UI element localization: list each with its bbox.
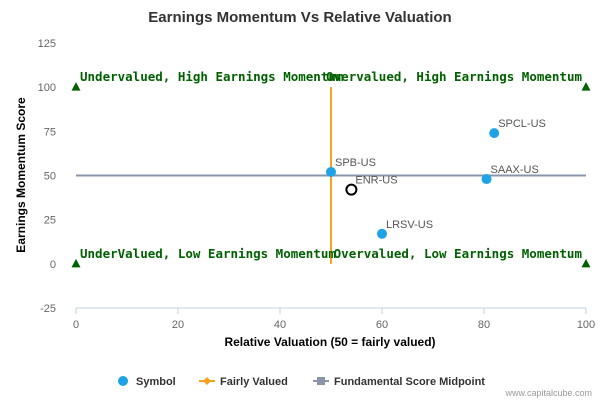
x-tick-label: 40 xyxy=(274,319,286,331)
x-axis-label: Relative Valuation (50 = fairly valued) xyxy=(224,335,435,349)
corner-marker xyxy=(581,258,591,268)
legend-label[interactable]: Symbol xyxy=(136,376,176,388)
y-tick-label: 25 xyxy=(44,215,56,227)
data-point[interactable] xyxy=(377,228,387,239)
data-label: LRSV-US xyxy=(386,219,433,231)
watermark: www.capitalcube.com xyxy=(504,388,592,398)
quadrant-label-top-left: Undervalued, High Earnings Momentum xyxy=(80,69,344,84)
y-tick-label: 0 xyxy=(50,259,56,271)
corner-markers xyxy=(71,82,591,268)
y-tick-label: 100 xyxy=(38,82,56,94)
data-point[interactable] xyxy=(345,183,358,196)
y-tick-label: 50 xyxy=(44,171,56,183)
legend: Symbol Fairly Valued Fundamental Score Mid… xyxy=(118,376,485,388)
legend-diamond-icon xyxy=(203,377,211,385)
data-point[interactable] xyxy=(326,166,336,177)
data-label: SPB-US xyxy=(335,157,376,169)
x-tick-label: 80 xyxy=(478,319,490,331)
corner-marker xyxy=(71,258,81,268)
chart-title: Earnings Momentum Vs Relative Valuation xyxy=(148,9,451,26)
quadrant-label-top-right: Overvalued, High Earnings Momentum xyxy=(326,69,582,84)
x-tick-label: 20 xyxy=(172,319,184,331)
y-tick-label: -25 xyxy=(40,303,56,315)
data-label: SPCL-US xyxy=(498,118,546,130)
data-point[interactable] xyxy=(489,128,500,139)
x-ticks: 0 20 40 60 80 100 xyxy=(73,308,595,331)
corner-marker xyxy=(71,82,81,91)
x-tick-label: 60 xyxy=(376,319,388,331)
data-label: ENR-US xyxy=(355,175,397,187)
legend-square-icon xyxy=(317,377,325,385)
data-point[interactable] xyxy=(481,174,492,185)
legend-label[interactable]: Fairly Valued xyxy=(220,376,288,388)
x-tick-label: 0 xyxy=(73,319,79,331)
legend-symbol-icon xyxy=(118,376,128,386)
quadrant-label-bottom-right: Overvalued, Low Earnings Momentum xyxy=(334,246,583,261)
quadrant-labels: Undervalued, High Earnings Momentum Over… xyxy=(80,69,582,261)
quadrant-label-bottom-left: UnderValued, Low Earnings Momentum xyxy=(80,246,336,261)
x-tick-label: 100 xyxy=(577,319,595,331)
y-axis-label: Earnings Momentum Score xyxy=(14,97,28,253)
y-tick-label: 125 xyxy=(38,38,56,50)
data-label: SAAX-US xyxy=(491,164,539,176)
legend-label[interactable]: Fundamental Score Midpoint xyxy=(334,376,485,388)
corner-marker xyxy=(581,82,591,91)
data-points: SPCL-US SPB-US SAAX-US ENR-US LRSV-US xyxy=(326,118,546,239)
y-ticks: -25 0 25 50 75 100 125 xyxy=(38,38,56,315)
y-tick-label: 75 xyxy=(44,126,56,138)
